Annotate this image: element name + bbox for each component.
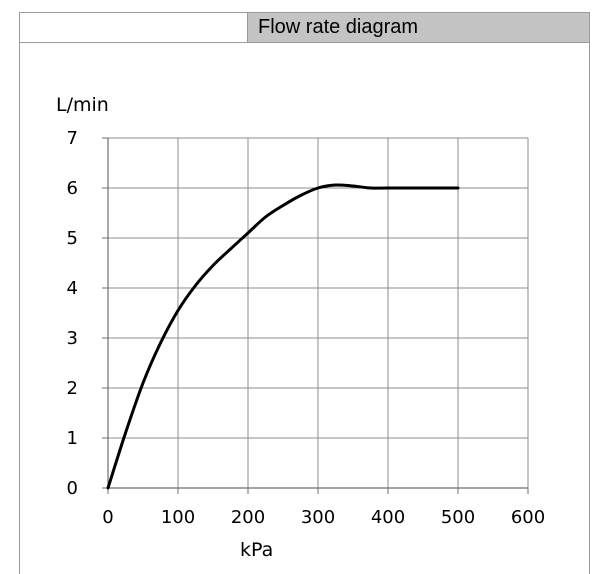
frame-left-border	[19, 43, 20, 574]
y-tick-label: 1	[67, 428, 78, 449]
chart-series	[106, 183, 460, 490]
y-tick-label: 7	[67, 128, 78, 149]
chart-tick-labels: 0 100 200 300 400 500 600 0 1 2 3 4 5 6 7	[67, 128, 546, 528]
x-axis-label: kPa	[240, 539, 273, 561]
x-tick-label: 200	[231, 507, 265, 528]
title-bar: Flow rate diagram	[19, 12, 590, 43]
y-tick-label: 2	[67, 378, 78, 399]
x-tick-label: 500	[441, 507, 475, 528]
x-tick-label: 600	[511, 507, 545, 528]
x-tick-label: 100	[161, 507, 195, 528]
x-tick-label: 0	[102, 507, 113, 528]
chart-grid	[107, 137, 529, 489]
y-tick-label: 4	[67, 278, 78, 299]
frame-right-border	[589, 43, 590, 574]
y-tick-label: 3	[67, 328, 78, 349]
series-line	[106, 183, 460, 490]
chart-title: Flow rate diagram	[247, 13, 589, 42]
y-tick-label: 0	[67, 478, 78, 499]
chart-axes	[102, 137, 529, 494]
y-tick-label: 6	[67, 178, 78, 199]
x-tick-label: 400	[371, 507, 405, 528]
y-tick-label: 5	[67, 228, 78, 249]
x-tick-label: 300	[301, 507, 335, 528]
y-axis-label: L/min	[56, 94, 109, 116]
